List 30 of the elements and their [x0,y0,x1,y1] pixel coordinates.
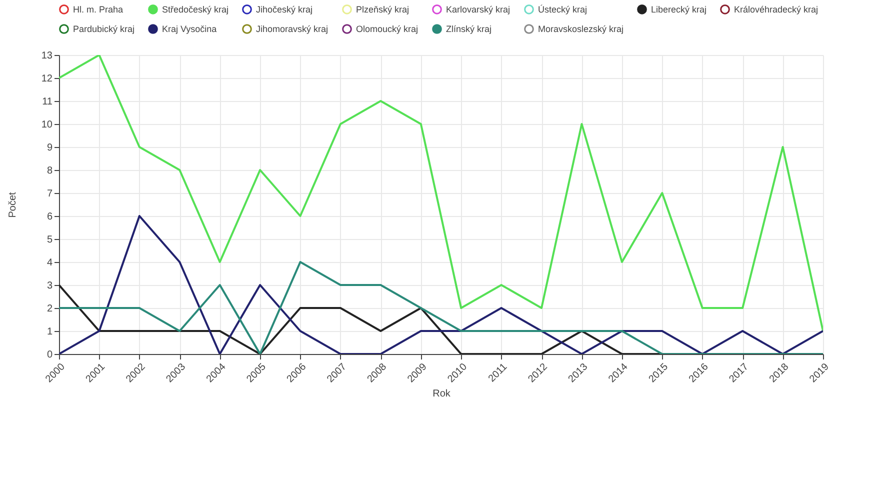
y-tick-label: 4 [46,258,53,268]
legend-label: Jihomoravský kraj [256,24,328,34]
y-tick-label: 1 [46,326,53,338]
legend-label: Královéhradecký kraj [734,4,818,14]
y-tick-label: 3 [46,280,53,292]
y-tick-label: 6 [46,212,53,222]
legend-label: Olomoucký kraj [356,24,418,34]
y-axis-title: Počet [7,192,18,218]
y-tick-label: 2 [46,304,53,314]
y-tick-label: 8 [46,166,53,176]
legend-label: Středočeský kraj [162,4,229,14]
x-axis-title: Rok [432,388,452,400]
y-tick-label: 7 [46,188,53,200]
legend-label: Liberecký kraj [651,4,707,14]
y-tick-label: 9 [46,142,53,154]
legend-label: Plzeňský kraj [356,4,410,14]
legend-label: Kraj Vysočina [162,24,217,34]
y-tick-label: 10 [41,120,53,130]
legend-label: Zlínský kraj [446,24,492,34]
legend-label: Ústecký kraj [538,4,588,14]
legend-label: Hl. m. Praha [73,4,124,14]
y-tick-label: 12 [41,74,53,84]
legend-label: Pardubický kraj [73,24,135,34]
y-tick-label: 0 [46,350,53,360]
y-tick-label: 13 [41,50,53,62]
y-tick-label: 11 [42,96,53,108]
y-tick-label: 5 [46,234,53,246]
legend-label: Jihočeský kraj [256,4,313,14]
legend-label: Karlovarský kraj [446,4,510,14]
legend-label: Moravskoslezský kraj [538,24,624,34]
